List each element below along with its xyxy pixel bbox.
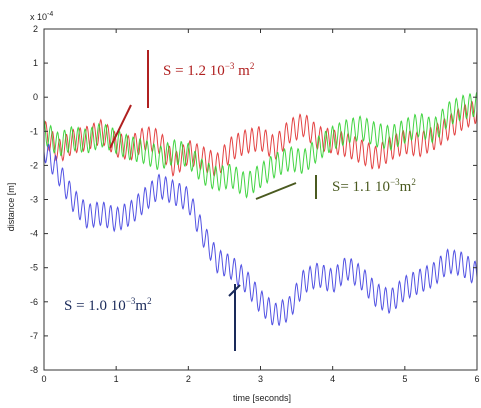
y-multiplier: x 10-4 (30, 11, 53, 22)
y-tick-label: 1 (33, 58, 38, 68)
x-axis-label: time [seconds] (233, 393, 291, 403)
y-multiplier-exponent: -4 (47, 11, 53, 18)
series-line-2 (43, 91, 478, 199)
annotation-leader-line (109, 104, 132, 149)
x-tick-label: 2 (186, 374, 191, 384)
x-tick-label: 5 (402, 374, 407, 384)
y-tick-label: -6 (30, 297, 38, 307)
x-tick-label: 1 (114, 374, 119, 384)
y-axis-label: distance [m] (6, 183, 16, 232)
y-tick-label: -1 (30, 126, 38, 136)
annotation-label: S = 1.0 10−3m2 (64, 296, 152, 314)
y-tick-label: -4 (30, 229, 38, 239)
annotation-label: S = 1.2 10−3 m2 (163, 61, 254, 79)
y-tick-label: -3 (30, 195, 38, 205)
plot-background (44, 29, 477, 370)
x-tick-label: 6 (474, 374, 479, 384)
annotations: S = 1.2 10−3 m2 S= 1.1 10−3m2 S = 1.0 10−3… (64, 50, 416, 351)
y-tick-label: -7 (30, 331, 38, 341)
series-layer (43, 91, 478, 326)
axes: 0 1 2 3 4 5 6 2 1 0 -1 -2 -3 -4 -5 -6 -7 -8 (30, 24, 480, 384)
y-tick-label: -2 (30, 160, 38, 170)
annotation-leader-line (255, 182, 297, 200)
plot-area (44, 29, 477, 370)
y-tick-label: 0 (33, 92, 38, 102)
y-tick-label: -8 (30, 365, 38, 375)
y-tick-label: -5 (30, 263, 38, 273)
x-tick-label: 4 (330, 374, 335, 384)
y-tick-label: 2 (33, 24, 38, 34)
series-line-3 (43, 143, 478, 326)
annotation-leader-line (228, 284, 241, 297)
x-tick-label: 3 (258, 374, 263, 384)
x-tick-label: 0 (41, 374, 46, 384)
annotation-label: S= 1.1 10−3m2 (332, 177, 416, 195)
